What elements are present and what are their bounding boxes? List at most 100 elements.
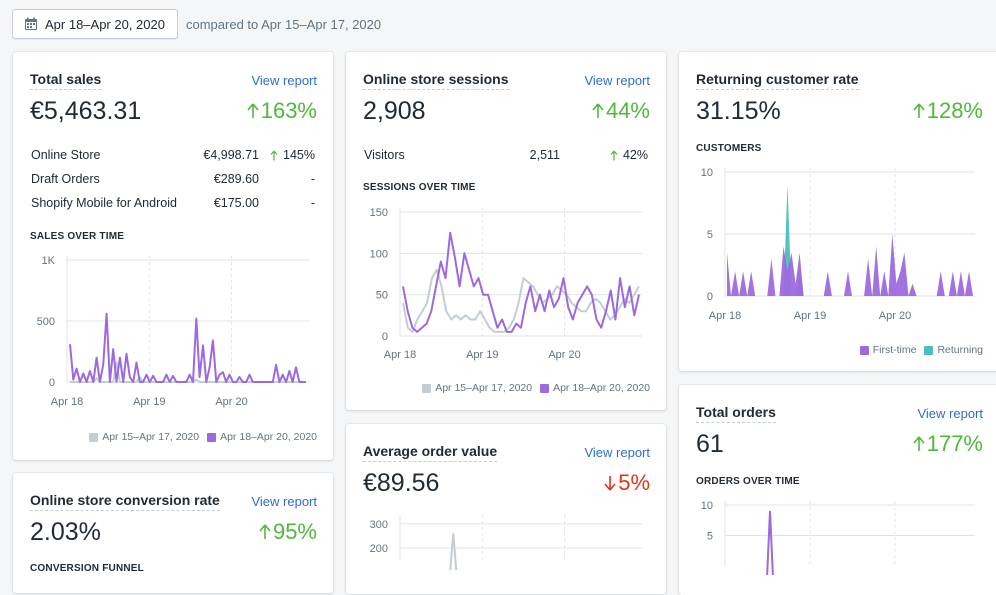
legend-swatch	[207, 432, 217, 442]
metric-value: €5,463.31	[30, 97, 142, 125]
arrow-down-icon	[604, 476, 616, 491]
breakdown-row: Online Store €4,998.71 145%	[31, 144, 315, 168]
returning-customer-card: Returning customer rate 31.15% 128% CUST…	[679, 52, 996, 371]
change-value: 95%	[272, 519, 317, 544]
conversion-rate-card: Online store conversion rate View report…	[13, 473, 333, 593]
y-tick-label: 1K	[42, 255, 56, 267]
view-report-link[interactable]: View report	[917, 406, 983, 421]
orders-over-time-chart: 5 10	[701, 500, 975, 575]
x-tick-label: Apr 20	[879, 310, 911, 322]
change-indicator: 128%	[913, 97, 983, 125]
legend-item[interactable]: Apr 15–Apr 17, 2020	[422, 382, 532, 394]
y-tick-label: 0	[707, 291, 713, 303]
legend-label: Apr 15–Apr 17, 2020	[102, 431, 200, 443]
metric-value: 2,908	[363, 97, 426, 125]
row-change-value: -	[310, 196, 315, 210]
change-value: 163%	[260, 98, 317, 123]
row-change-value: 145%	[283, 148, 315, 162]
row-name: Online Store	[31, 148, 101, 162]
row-name: Draft Orders	[31, 172, 100, 186]
breakdown-row: Visitors 2,511 42%	[364, 144, 648, 168]
x-tick-label: Apr 18	[51, 396, 83, 408]
date-range-bar: Apr 18–Apr 20, 2020 compared to Apr 15–A…	[12, 9, 381, 39]
arrow-up-icon	[913, 436, 925, 451]
y-tick-label: 300	[370, 519, 388, 531]
series-line	[69, 312, 306, 383]
view-report-link[interactable]: View report	[251, 494, 317, 509]
legend-label: Apr 18–Apr 20, 2020	[220, 431, 317, 443]
y-tick-label: 5	[707, 531, 713, 543]
card-title[interactable]: Total sales	[30, 71, 102, 90]
y-tick-label: 100	[370, 248, 388, 260]
breakdown-row: Shopify Mobile for Android €175.00 -	[31, 192, 315, 216]
chart-legend: Apr 15–Apr 17, 2020 Apr 18–Apr 20, 2020	[89, 431, 317, 443]
y-tick-label: 200	[370, 543, 388, 555]
y-tick-label: 500	[37, 316, 55, 328]
average-order-value-chart: 200 300	[370, 515, 642, 571]
metric-value: 31.15%	[696, 97, 781, 125]
change-indicator: 163%	[247, 97, 317, 125]
row-change-value: 42%	[622, 148, 648, 162]
x-tick-label: Apr 18	[384, 349, 416, 361]
x-tick-label: Apr 19	[133, 396, 165, 408]
arrow-up-icon	[592, 103, 604, 118]
x-tick-label: Apr 19	[466, 349, 498, 361]
y-tick-label: 50	[376, 290, 388, 302]
card-title[interactable]: Average order value	[363, 443, 498, 462]
arrow-up-icon	[259, 524, 271, 539]
legend-swatch	[89, 432, 99, 442]
legend-item[interactable]: Apr 18–Apr 20, 2020	[540, 382, 650, 394]
legend-label: First-time	[872, 344, 917, 356]
x-tick-label: Apr 20	[215, 396, 247, 408]
metric-value: €89.56	[363, 469, 440, 497]
date-range-picker-button[interactable]: Apr 18–Apr 20, 2020	[12, 9, 178, 39]
row-name: Visitors	[364, 148, 405, 162]
y-tick-label: 5	[707, 229, 713, 241]
legend-item[interactable]: Returning	[924, 344, 983, 356]
legend-label: Apr 18–Apr 20, 2020	[553, 382, 650, 394]
change-value: 128%	[926, 98, 983, 123]
y-tick-label: 0	[382, 331, 388, 343]
x-tick-label: Apr 18	[709, 310, 741, 322]
change-indicator: 95%	[259, 518, 317, 546]
chart-label: SESSIONS OVER TIME	[363, 182, 476, 193]
sales-over-time-chart: 0 500 1K Apr 18 Apr 19 Apr 20	[37, 255, 309, 408]
view-report-link[interactable]: View report	[251, 73, 317, 88]
series-area	[727, 234, 973, 296]
total-orders-card: Total orders View report 61 177% ORDERS …	[679, 385, 996, 595]
legend-item[interactable]: Apr 15–Apr 17, 2020	[89, 431, 199, 443]
view-report-link[interactable]: View report	[584, 73, 650, 88]
chart-label: ORDERS OVER TIME	[696, 476, 800, 487]
chart-label: SALES OVER TIME	[30, 231, 125, 242]
row-change-value: -	[310, 172, 315, 186]
sessions-card: Online store sessions View report 2,908 …	[346, 52, 666, 410]
arrow-up-icon	[913, 103, 925, 118]
card-title[interactable]: Online store sessions	[363, 71, 509, 90]
card-title[interactable]: Online store conversion rate	[30, 492, 220, 511]
comparison-text: compared to Apr 15–Apr 17, 2020	[185, 16, 382, 32]
chart-label: CUSTOMERS	[696, 143, 762, 154]
row-value: 2,511	[529, 148, 560, 162]
view-report-link[interactable]: View report	[584, 445, 650, 460]
change-indicator: 44%	[592, 97, 650, 125]
chart-legend: Apr 15–Apr 17, 2020 Apr 18–Apr 20, 2020	[422, 382, 650, 394]
change-value: 5%	[618, 470, 650, 495]
card-title[interactable]: Returning customer rate	[696, 71, 859, 90]
change-indicator: 5%	[604, 469, 650, 497]
sessions-over-time-chart: 0 50 100 150 Apr 18 Apr 19 Apr 20	[370, 207, 642, 361]
legend-item[interactable]: First-time	[859, 344, 917, 356]
legend-swatch	[422, 383, 432, 393]
legend-label: Apr 15–Apr 17, 2020	[435, 382, 533, 394]
metric-value: 2.03%	[30, 518, 101, 546]
row-change: 42%	[610, 148, 648, 162]
legend-label: Returning	[937, 344, 983, 356]
card-title[interactable]: Total orders	[696, 404, 776, 423]
row-change: 145%	[270, 148, 315, 162]
legend-swatch	[859, 345, 869, 355]
legend-item[interactable]: Apr 18–Apr 20, 2020	[207, 431, 317, 443]
series-area	[727, 184, 973, 296]
row-value: €175.00	[213, 196, 259, 210]
section-label: CONVERSION FUNNEL	[30, 563, 144, 574]
calendar-icon	[25, 17, 37, 30]
row-value: €289.60	[213, 172, 259, 186]
